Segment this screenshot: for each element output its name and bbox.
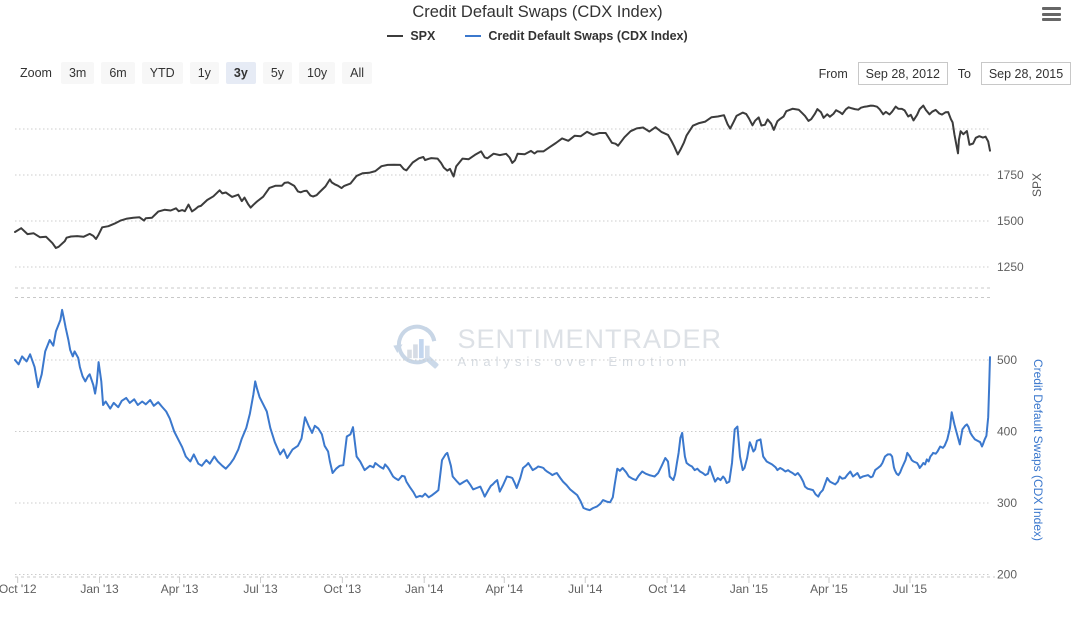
legend-item-spx[interactable]: SPX [387, 29, 435, 43]
svg-text:500: 500 [997, 353, 1017, 367]
date-range-group: From To [819, 62, 1071, 85]
from-label: From [818, 66, 848, 81]
svg-text:Apr '13: Apr '13 [161, 582, 199, 596]
chart-title: Credit Default Swaps (CDX Index) [412, 3, 663, 21]
svg-text:Oct '13: Oct '13 [324, 582, 362, 596]
svg-text:300: 300 [997, 496, 1017, 510]
svg-text:1500: 1500 [997, 214, 1024, 228]
legend: SPX Credit Default Swaps (CDX Index) [0, 29, 1075, 43]
zoom-button-6m[interactable]: 6m [101, 62, 135, 84]
zoom-button-3m[interactable]: 3m [60, 62, 95, 84]
zoom-button-1y[interactable]: 1y [189, 62, 219, 84]
svg-text:200: 200 [997, 568, 1017, 582]
svg-text:1250: 1250 [997, 260, 1024, 274]
cdx-line-swatch [465, 35, 482, 37]
svg-text:Jan '15: Jan '15 [730, 582, 769, 596]
context-menu-button[interactable] [1042, 7, 1061, 21]
spx-line-swatch [387, 35, 404, 37]
to-date-input[interactable] [981, 62, 1071, 85]
zoom-button-3y[interactable]: 3y [225, 62, 256, 84]
zoom-button-10y[interactable]: 10y [299, 62, 336, 84]
legend-label: Credit Default Swaps (CDX Index) [488, 29, 688, 43]
zoom-button-5y[interactable]: 5y [262, 62, 293, 84]
range-selector-toolbar: Zoom 3m 6m YTD 1y 3y 5y 10y All From To [0, 62, 1075, 88]
from-date-input[interactable] [857, 62, 948, 85]
zoom-label: Zoom [20, 66, 52, 80]
hamburger-menu-icon [1042, 18, 1061, 21]
svg-text:SPX: SPX [1030, 173, 1044, 197]
svg-text:Jan '14: Jan '14 [405, 582, 444, 596]
svg-text:Jul '14: Jul '14 [568, 582, 603, 596]
zoom-button-group: Zoom 3m 6m YTD 1y 3y 5y 10y All [20, 62, 373, 84]
svg-text:Apr '15: Apr '15 [810, 582, 848, 596]
svg-text:Jan '13: Jan '13 [80, 582, 119, 596]
svg-text:Jul '13: Jul '13 [243, 582, 278, 596]
svg-text:Apr '14: Apr '14 [485, 582, 523, 596]
svg-text:400: 400 [997, 425, 1017, 439]
zoom-button-all[interactable]: All [342, 62, 373, 84]
svg-text:1750: 1750 [997, 168, 1024, 182]
svg-text:Credit Default Swaps (CDX Inde: Credit Default Swaps (CDX Index) [1031, 359, 1045, 541]
zoom-button-ytd[interactable]: YTD [141, 62, 183, 84]
hamburger-menu-icon [1042, 12, 1061, 16]
svg-text:Jul '15: Jul '15 [893, 582, 928, 596]
legend-item-cdx[interactable]: Credit Default Swaps (CDX Index) [465, 29, 688, 43]
to-label: To [957, 66, 971, 81]
chart-plot-area[interactable]: 1750 1500 1250 500 400 300 200 Oct '12 Jan '13 Ap… [0, 90, 1075, 617]
legend-label: SPX [410, 29, 436, 43]
svg-text:Oct '12: Oct '12 [0, 582, 37, 596]
svg-text:Oct '14: Oct '14 [648, 582, 686, 596]
hamburger-menu-icon [1042, 7, 1061, 10]
